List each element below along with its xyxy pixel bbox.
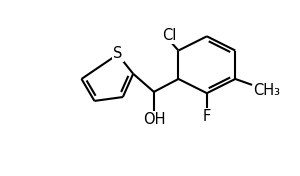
Text: S: S xyxy=(113,46,122,61)
Text: CH₃: CH₃ xyxy=(254,83,280,98)
Text: OH: OH xyxy=(142,112,165,127)
Text: Cl: Cl xyxy=(162,27,176,43)
Text: F: F xyxy=(203,109,211,124)
